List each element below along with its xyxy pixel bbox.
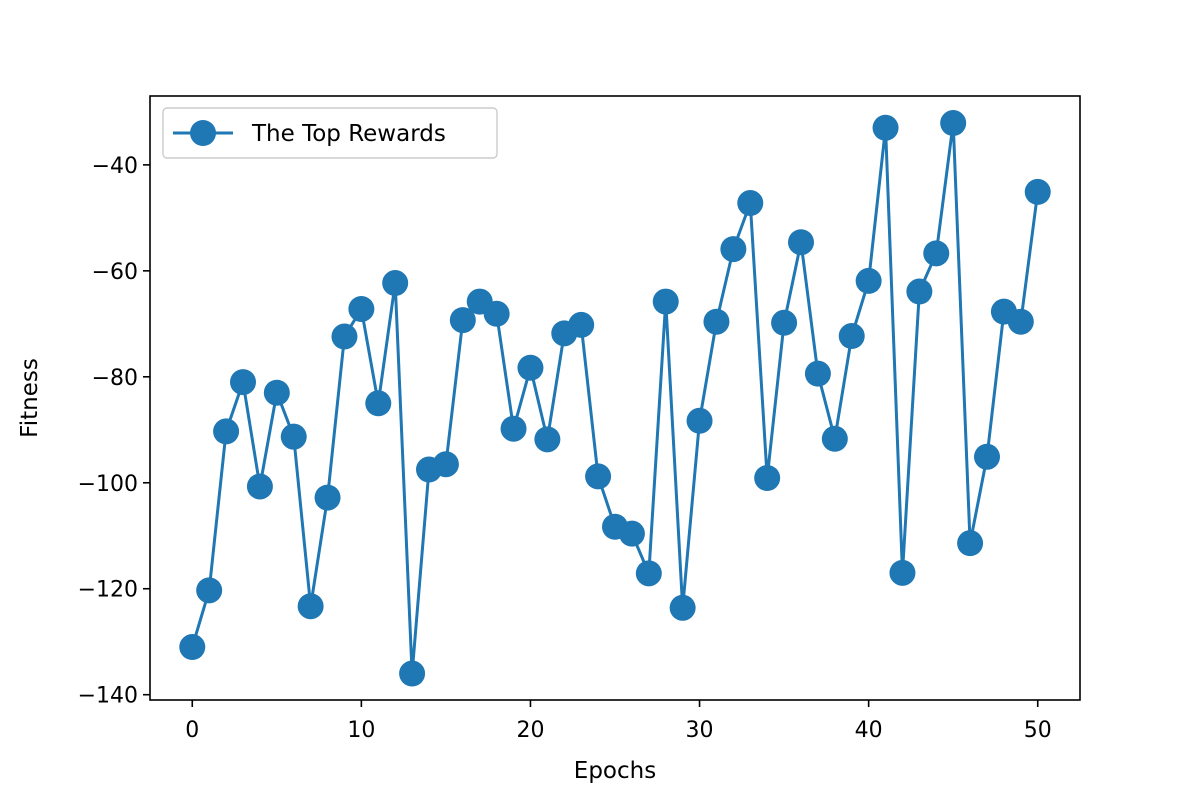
- x-tick-label: 10: [347, 718, 375, 743]
- data-point: [179, 634, 206, 661]
- data-point: [737, 190, 764, 217]
- x-axis-label: Epochs: [574, 758, 656, 784]
- data-point: [432, 451, 459, 478]
- data-point: [838, 323, 865, 350]
- legend-marker-swatch: [190, 120, 216, 146]
- ticks-layer: 0 10 20 30 40 50 −140 −120 −100 −80 −60 −40: [78, 154, 1052, 743]
- data-point: [940, 110, 967, 137]
- data-point: [804, 360, 831, 387]
- data-point: [585, 463, 612, 490]
- y-tick-label: −80: [92, 366, 138, 391]
- x-tick-label: 40: [855, 718, 883, 743]
- data-point: [246, 473, 273, 500]
- y-axis-label: Fitness: [17, 358, 43, 438]
- data-point: [500, 415, 527, 442]
- x-tick-label: 20: [516, 718, 544, 743]
- data-point: [889, 559, 916, 586]
- data-point: [449, 307, 476, 334]
- data-point: [263, 379, 290, 406]
- data-point: [230, 369, 256, 396]
- y-tick-label: −60: [92, 260, 138, 285]
- data-point: [483, 300, 510, 327]
- data-point: [618, 520, 645, 547]
- data-point: [906, 278, 933, 305]
- data-point: [652, 288, 679, 315]
- y-tick-label: −120: [78, 578, 138, 603]
- data-point: [1007, 308, 1034, 335]
- data-point: [297, 593, 324, 620]
- data-point: [669, 594, 696, 621]
- y-tick-label: −140: [78, 684, 138, 709]
- data-point: [974, 443, 1000, 470]
- data-point: [314, 484, 341, 511]
- data-point: [821, 425, 848, 452]
- data-point: [720, 236, 747, 263]
- plot-frame: [149, 95, 1081, 701]
- data-point: [788, 229, 814, 256]
- data-point: [686, 407, 713, 434]
- legend: The Top Rewards: [162, 107, 498, 159]
- data-point: [872, 114, 899, 141]
- data-point: [280, 423, 307, 450]
- data-point: [348, 295, 375, 322]
- marks-layer: [179, 110, 1051, 687]
- data-point: [754, 465, 781, 491]
- y-tick-label: −40: [92, 154, 138, 179]
- data-point: [534, 426, 561, 453]
- data-point: [771, 309, 798, 336]
- data-point: [517, 354, 544, 381]
- data-point: [855, 267, 882, 294]
- data-point: [365, 390, 392, 417]
- data-point: [923, 240, 950, 267]
- data-point: [196, 577, 223, 604]
- legend-box: [162, 107, 498, 159]
- data-point: [213, 418, 240, 445]
- data-point: [703, 308, 730, 335]
- data-point: [635, 560, 662, 587]
- data-point: [382, 270, 409, 297]
- y-tick-label: −100: [78, 472, 138, 497]
- series-line: [190, 121, 1040, 676]
- x-tick-label: 50: [1024, 718, 1052, 743]
- legend-label: The Top Rewards: [251, 121, 446, 147]
- data-point: [568, 311, 595, 338]
- x-tick-label: 30: [686, 718, 714, 743]
- data-point: [957, 530, 984, 557]
- data-point: [399, 660, 426, 687]
- data-point: [331, 323, 358, 350]
- x-tick-label: 0: [185, 718, 199, 743]
- data-point: [1024, 178, 1051, 205]
